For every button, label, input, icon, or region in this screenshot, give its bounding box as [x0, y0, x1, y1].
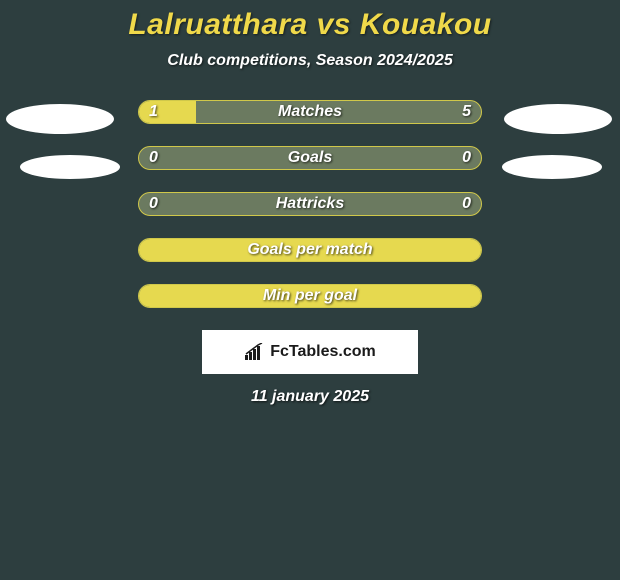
stat-bar: Goals per match [138, 238, 482, 262]
stat-bar: 00Hattricks [138, 192, 482, 216]
subtitle: Club competitions, Season 2024/2025 [0, 52, 620, 70]
player-left-avatar-2 [20, 155, 120, 179]
brand-chart-icon [244, 343, 266, 361]
stat-label: Hattricks [139, 193, 481, 215]
player-left-avatar [6, 104, 114, 134]
stat-label: Min per goal [139, 285, 481, 307]
stats-area: 15Matches 00Goals 00Hattricks Goals per mat… [0, 100, 620, 308]
stat-label: Matches [139, 101, 481, 123]
date-label: 11 january 2025 [0, 388, 620, 406]
stat-bar: 00Goals [138, 146, 482, 170]
stat-bar: Min per goal [138, 284, 482, 308]
comparison-widget: Lalruatthara vs Kouakou Club competition… [0, 0, 620, 406]
stat-bar: 15Matches [138, 100, 482, 124]
player-right-avatar [504, 104, 612, 134]
stat-label: Goals [139, 147, 481, 169]
player-right-avatar-2 [502, 155, 602, 179]
stat-label: Goals per match [139, 239, 481, 261]
page-title: Lalruatthara vs Kouakou [0, 8, 620, 42]
brand-badge[interactable]: FcTables.com [202, 330, 418, 374]
brand-text: FcTables.com [270, 343, 376, 361]
